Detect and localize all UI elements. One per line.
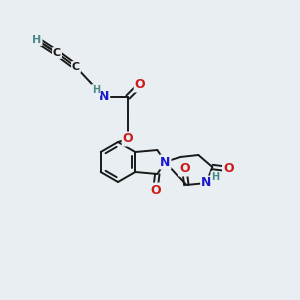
- Text: H: H: [92, 85, 100, 95]
- Text: O: O: [135, 79, 145, 92]
- Text: C: C: [53, 48, 61, 58]
- Text: H: H: [32, 35, 42, 45]
- Text: O: O: [223, 163, 234, 176]
- Text: N: N: [160, 155, 170, 169]
- Text: N: N: [99, 91, 109, 103]
- Text: O: O: [150, 184, 160, 196]
- Text: O: O: [123, 133, 133, 146]
- Text: N: N: [201, 176, 211, 190]
- Text: O: O: [179, 163, 190, 176]
- Text: C: C: [72, 62, 80, 72]
- Text: H: H: [211, 172, 219, 182]
